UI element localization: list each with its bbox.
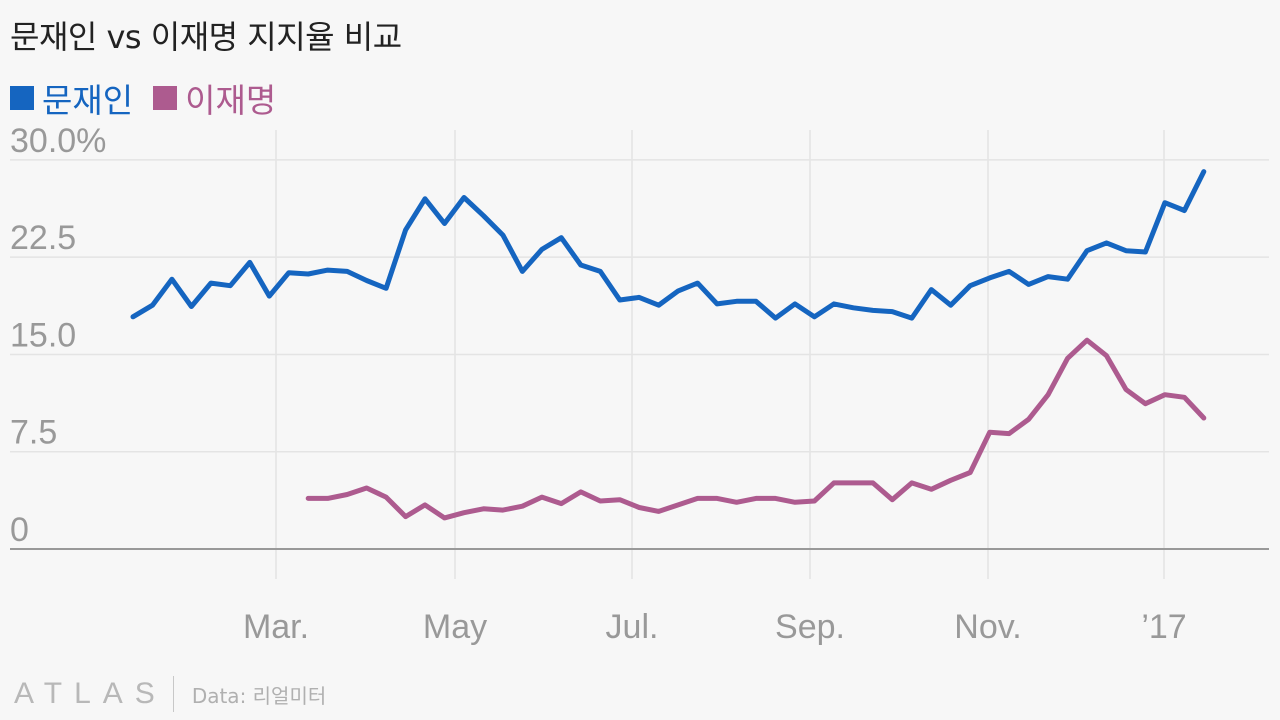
footer-divider xyxy=(172,676,174,712)
legend-label-moon: 문재인 xyxy=(42,81,134,120)
y-tick-label: 30.0% xyxy=(10,122,106,160)
y-tick-label: 15.0 xyxy=(10,316,76,354)
y-tick-label: 0 xyxy=(10,511,29,549)
legend: 문재인 이재명 xyxy=(10,74,296,122)
y-tick-label: 22.5 xyxy=(10,219,76,257)
footer: ATLAS Data: 리얼미터 xyxy=(14,676,326,712)
legend-swatch-moon xyxy=(10,86,34,110)
x-tick-label: Jul. xyxy=(606,608,659,646)
legend-label-lee: 이재명 xyxy=(185,81,277,120)
y-tick-label: 7.5 xyxy=(10,414,57,452)
atlas-logo: ATLAS xyxy=(14,677,167,710)
x-tick-label: Mar. xyxy=(243,608,309,646)
series-line-0 xyxy=(130,169,1207,321)
legend-swatch-lee xyxy=(153,86,178,110)
legend-item-lee: 이재명 xyxy=(153,74,276,122)
x-tick-label: May xyxy=(423,608,487,646)
legend-item-moon: 문재인 xyxy=(10,74,133,122)
data-source: Data: 리얼미터 xyxy=(191,683,327,708)
series-line-1 xyxy=(305,337,1207,521)
x-tick-label: Nov. xyxy=(954,608,1021,646)
x-tick-label: ’17 xyxy=(1141,608,1186,646)
x-tick-label: Sep. xyxy=(775,608,845,646)
chart-title: 문재인 vs 이재명 지지율 비교 xyxy=(10,18,402,56)
